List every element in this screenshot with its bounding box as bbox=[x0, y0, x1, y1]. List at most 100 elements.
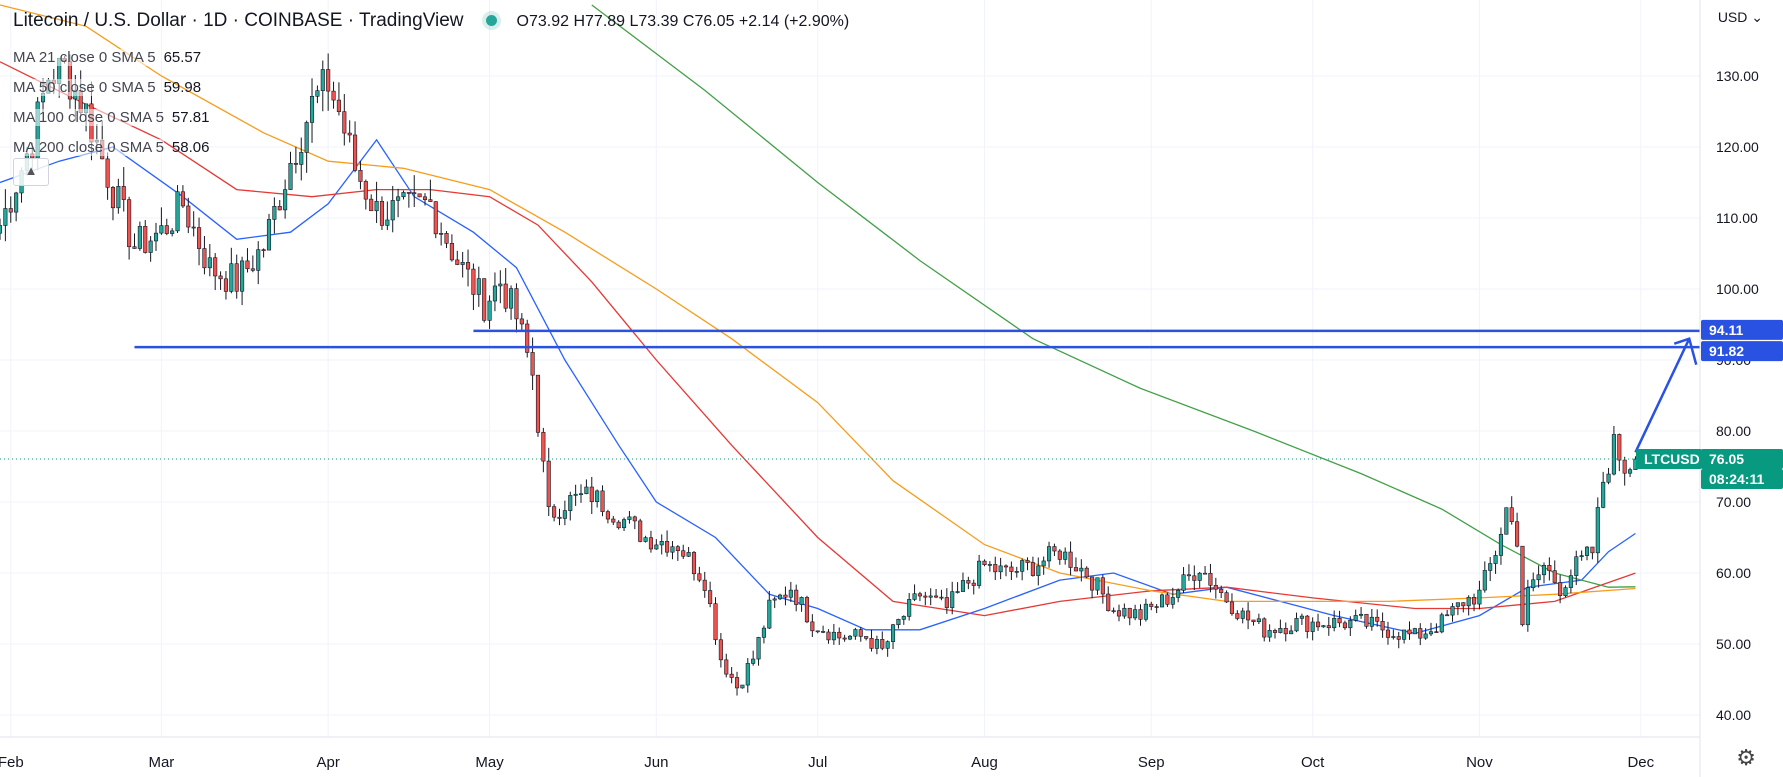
candle-body-down bbox=[616, 521, 621, 529]
candle bbox=[1574, 550, 1579, 586]
ohlc-readout: O73.92 H77.89 L73.39 C76.05 +2.14 (+2.90… bbox=[516, 13, 850, 30]
candle-body-down bbox=[648, 537, 653, 550]
candle-body-down bbox=[1057, 550, 1062, 560]
candle-body-up bbox=[283, 189, 288, 211]
candle-body-up bbox=[1595, 507, 1600, 554]
candle bbox=[831, 623, 836, 645]
candle bbox=[207, 244, 212, 277]
candle bbox=[1256, 613, 1261, 625]
candle-body-down bbox=[1068, 551, 1073, 568]
candle-body-down bbox=[783, 594, 788, 598]
candle bbox=[611, 516, 616, 526]
candle bbox=[1100, 574, 1105, 604]
horizontal-levels[interactable] bbox=[0, 329, 1700, 460]
candle-body-up bbox=[304, 122, 309, 153]
candle-body-down bbox=[8, 208, 13, 213]
candle bbox=[632, 515, 637, 530]
candle bbox=[778, 593, 783, 601]
candle bbox=[293, 146, 298, 174]
candle-body-down bbox=[1342, 622, 1347, 629]
indicator-ma21[interactable]: MA 21 close 0 SMA 5 65.57 bbox=[13, 49, 202, 66]
candle-body-up bbox=[799, 597, 804, 605]
candle bbox=[1165, 592, 1170, 607]
candle bbox=[874, 635, 879, 655]
candle-body-up bbox=[1504, 507, 1509, 535]
candle bbox=[1380, 612, 1385, 638]
candle bbox=[713, 597, 718, 645]
candle-body-up bbox=[1289, 630, 1294, 635]
candle bbox=[928, 588, 933, 606]
candle bbox=[514, 283, 519, 333]
x-tick-label: Oct bbox=[1301, 754, 1325, 771]
candle-body-up bbox=[627, 516, 632, 520]
candle-body-down bbox=[342, 111, 347, 134]
candle-body-down bbox=[428, 199, 433, 202]
candle-body-up bbox=[1310, 621, 1315, 632]
candle-body-down bbox=[127, 199, 132, 248]
candle-body-down bbox=[1617, 434, 1622, 461]
currency-selector[interactable]: USD ⌄ bbox=[1717, 9, 1763, 25]
candle-body-up bbox=[1181, 574, 1186, 591]
candle-body-down bbox=[1251, 619, 1256, 622]
indicator-ma100[interactable]: MA 100 close 0 SMA 5 57.81 bbox=[13, 109, 210, 126]
candle bbox=[240, 256, 245, 306]
candle bbox=[1111, 607, 1116, 614]
candle bbox=[826, 629, 831, 644]
candle bbox=[121, 167, 126, 212]
candle-body-down bbox=[944, 597, 949, 608]
candle bbox=[1176, 588, 1181, 603]
candle-body-up bbox=[686, 552, 691, 557]
candle bbox=[1439, 612, 1444, 634]
candle bbox=[1369, 608, 1374, 631]
candle bbox=[132, 233, 137, 249]
y-tick-label: 130.00 bbox=[1716, 68, 1759, 84]
candle bbox=[578, 484, 584, 503]
candle-body-up bbox=[745, 663, 750, 686]
indicator-ma50[interactable]: MA 50 close 0 SMA 5 59.98 bbox=[13, 79, 202, 96]
candle-body-up bbox=[1579, 555, 1584, 558]
candle-body-down bbox=[605, 511, 610, 520]
candle-body-down bbox=[724, 659, 729, 675]
candle-body-down bbox=[1111, 610, 1116, 612]
candle-body-up bbox=[159, 225, 164, 234]
projection-arrow-shaft[interactable] bbox=[1634, 338, 1691, 453]
candle-body-down bbox=[1100, 577, 1105, 595]
candle bbox=[159, 207, 164, 235]
gear-icon[interactable]: ⚙ bbox=[1736, 745, 1756, 770]
candle-body-down bbox=[336, 99, 341, 112]
projection-arrow-head[interactable] bbox=[1673, 337, 1698, 366]
candle-body-up bbox=[1143, 603, 1148, 620]
candle bbox=[1138, 604, 1143, 626]
candle bbox=[1186, 564, 1191, 581]
candle bbox=[1208, 563, 1213, 593]
candle-body-up bbox=[1498, 533, 1503, 556]
candle-body-down bbox=[186, 205, 191, 228]
candle-body-down bbox=[869, 638, 874, 649]
candle bbox=[907, 592, 912, 621]
candle bbox=[1020, 558, 1025, 581]
indicator-ma200[interactable]: MA 200 close 0 SMA 5 58.06 bbox=[13, 139, 210, 156]
candle bbox=[482, 278, 487, 323]
candle-body-down bbox=[519, 318, 524, 325]
candle bbox=[681, 544, 686, 560]
candle bbox=[525, 319, 530, 358]
candle-body-down bbox=[1246, 610, 1251, 621]
grid-layer bbox=[0, 0, 1700, 737]
candle-body-down bbox=[358, 170, 363, 182]
candle-body-down bbox=[708, 590, 713, 604]
candle-body-down bbox=[277, 206, 282, 211]
candle bbox=[336, 82, 341, 116]
candle-body-down bbox=[121, 186, 126, 200]
candle-body-down bbox=[1558, 582, 1563, 597]
candle-body-up bbox=[1041, 560, 1046, 567]
collapse-legend-button[interactable]: ▲ bbox=[13, 158, 49, 186]
candle bbox=[767, 590, 772, 629]
candle bbox=[1041, 556, 1046, 575]
candle bbox=[1047, 541, 1052, 568]
candle-body-up bbox=[562, 510, 567, 519]
candle bbox=[315, 85, 320, 104]
candle-body-down bbox=[406, 192, 411, 194]
candle-body-down bbox=[331, 90, 336, 101]
